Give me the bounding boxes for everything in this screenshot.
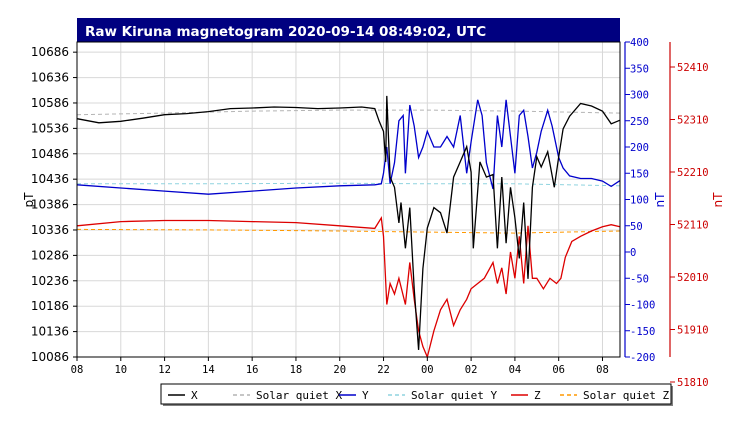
middle-tick-label: 200 [630,142,649,154]
middle-tick-label: 300 [630,90,649,102]
middle-tick-label: 50 [630,221,643,233]
x-tick-label: 04 [509,364,522,376]
legend-label: Y [362,389,369,402]
left-tick-label: 10286 [31,248,69,262]
left-axis: 10686 10636 10586 10536 10486 10436 10386 10336… [31,45,77,364]
x-tick-label: 12 [158,364,171,376]
chart-title: Raw Kiruna magnetogram 2020-09-14 08:49:… [85,24,486,40]
x-axis: 08 10 12 14 16 18 20 22 00 02 04 06 08 [71,357,609,376]
series-z [76,215,621,360]
right-tick-label: 52010 [677,272,709,284]
series-x [76,95,621,350]
legend: X Solar quiet X Y Solar quiet Y Z Solar quiet… [160,383,673,406]
x-tick-label: 02 [465,364,478,376]
right-axis-label: nT [711,192,725,208]
middle-tick-label: -50 [630,273,649,285]
x-tick-label: 10 [114,364,127,376]
left-tick-label: 10086 [31,350,69,364]
legend-label: X [191,389,198,402]
middle-tick-label: 0 [630,247,636,259]
right-tick-label: 52210 [677,167,709,179]
middle-tick-label: -150 [630,326,655,338]
plot-border [76,41,621,358]
middle-tick-label: 350 [630,63,649,75]
x-tick-label: 08 [596,364,609,376]
x-tick-label: 16 [246,364,259,376]
x-tick-label: 18 [290,364,303,376]
middle-tick-label: 100 [630,195,649,207]
right-tick-label: 52410 [677,62,709,74]
left-tick-label: 10186 [31,299,69,313]
legend-label: Z [534,389,541,402]
right-tick-label: 52310 [677,115,709,127]
x-tick-label: 22 [377,364,390,376]
middle-tick-label: 250 [630,116,649,128]
x-tick-label: 20 [333,364,346,376]
middle-tick-label: -100 [630,300,655,312]
series-solar-quiet-x [76,109,621,116]
left-tick-label: 10386 [31,198,69,212]
left-tick-label: 10536 [31,121,69,135]
x-tick-label: 08 [71,364,84,376]
left-tick-label: 10436 [31,172,69,186]
legend-label: Solar quiet Z [583,389,669,402]
middle-axis: 400 350 300 250 200 150 100 50 0 -50 -100 -150 -200 [624,37,655,364]
plot-area [77,42,620,357]
left-tick-label: 10336 [31,223,69,237]
series-y [76,99,621,195]
x-tick-label: 00 [421,364,434,376]
left-axis-label: pT [22,192,36,208]
middle-tick-label: -200 [630,352,655,364]
right-tick-label: 51810 [677,377,709,389]
left-tick-label: 10236 [31,274,69,288]
right-tick-label: 51910 [677,325,709,337]
left-tick-label: 10136 [31,325,69,339]
left-tick-label: 10486 [31,147,69,161]
left-tick-label: 10636 [31,71,69,85]
legend-label: Solar quiet Y [411,389,497,402]
legend-label: Solar quiet X [256,389,342,402]
left-tick-label: 10686 [31,45,69,59]
middle-tick-label: 400 [630,37,649,49]
right-axis: 52410 52310 52210 52110 52010 51910 51810 [669,42,709,389]
series-solar-quiet-z [76,228,621,234]
right-tick-label: 52110 [677,220,709,232]
title-bar [77,18,620,42]
gridlines [77,42,620,357]
x-tick-label: 14 [202,364,215,376]
series-layer [76,95,621,360]
x-tick-label: 06 [552,364,565,376]
middle-tick-label: 150 [630,168,649,180]
left-tick-label: 10586 [31,96,69,110]
middle-axis-label: nT [653,192,667,208]
